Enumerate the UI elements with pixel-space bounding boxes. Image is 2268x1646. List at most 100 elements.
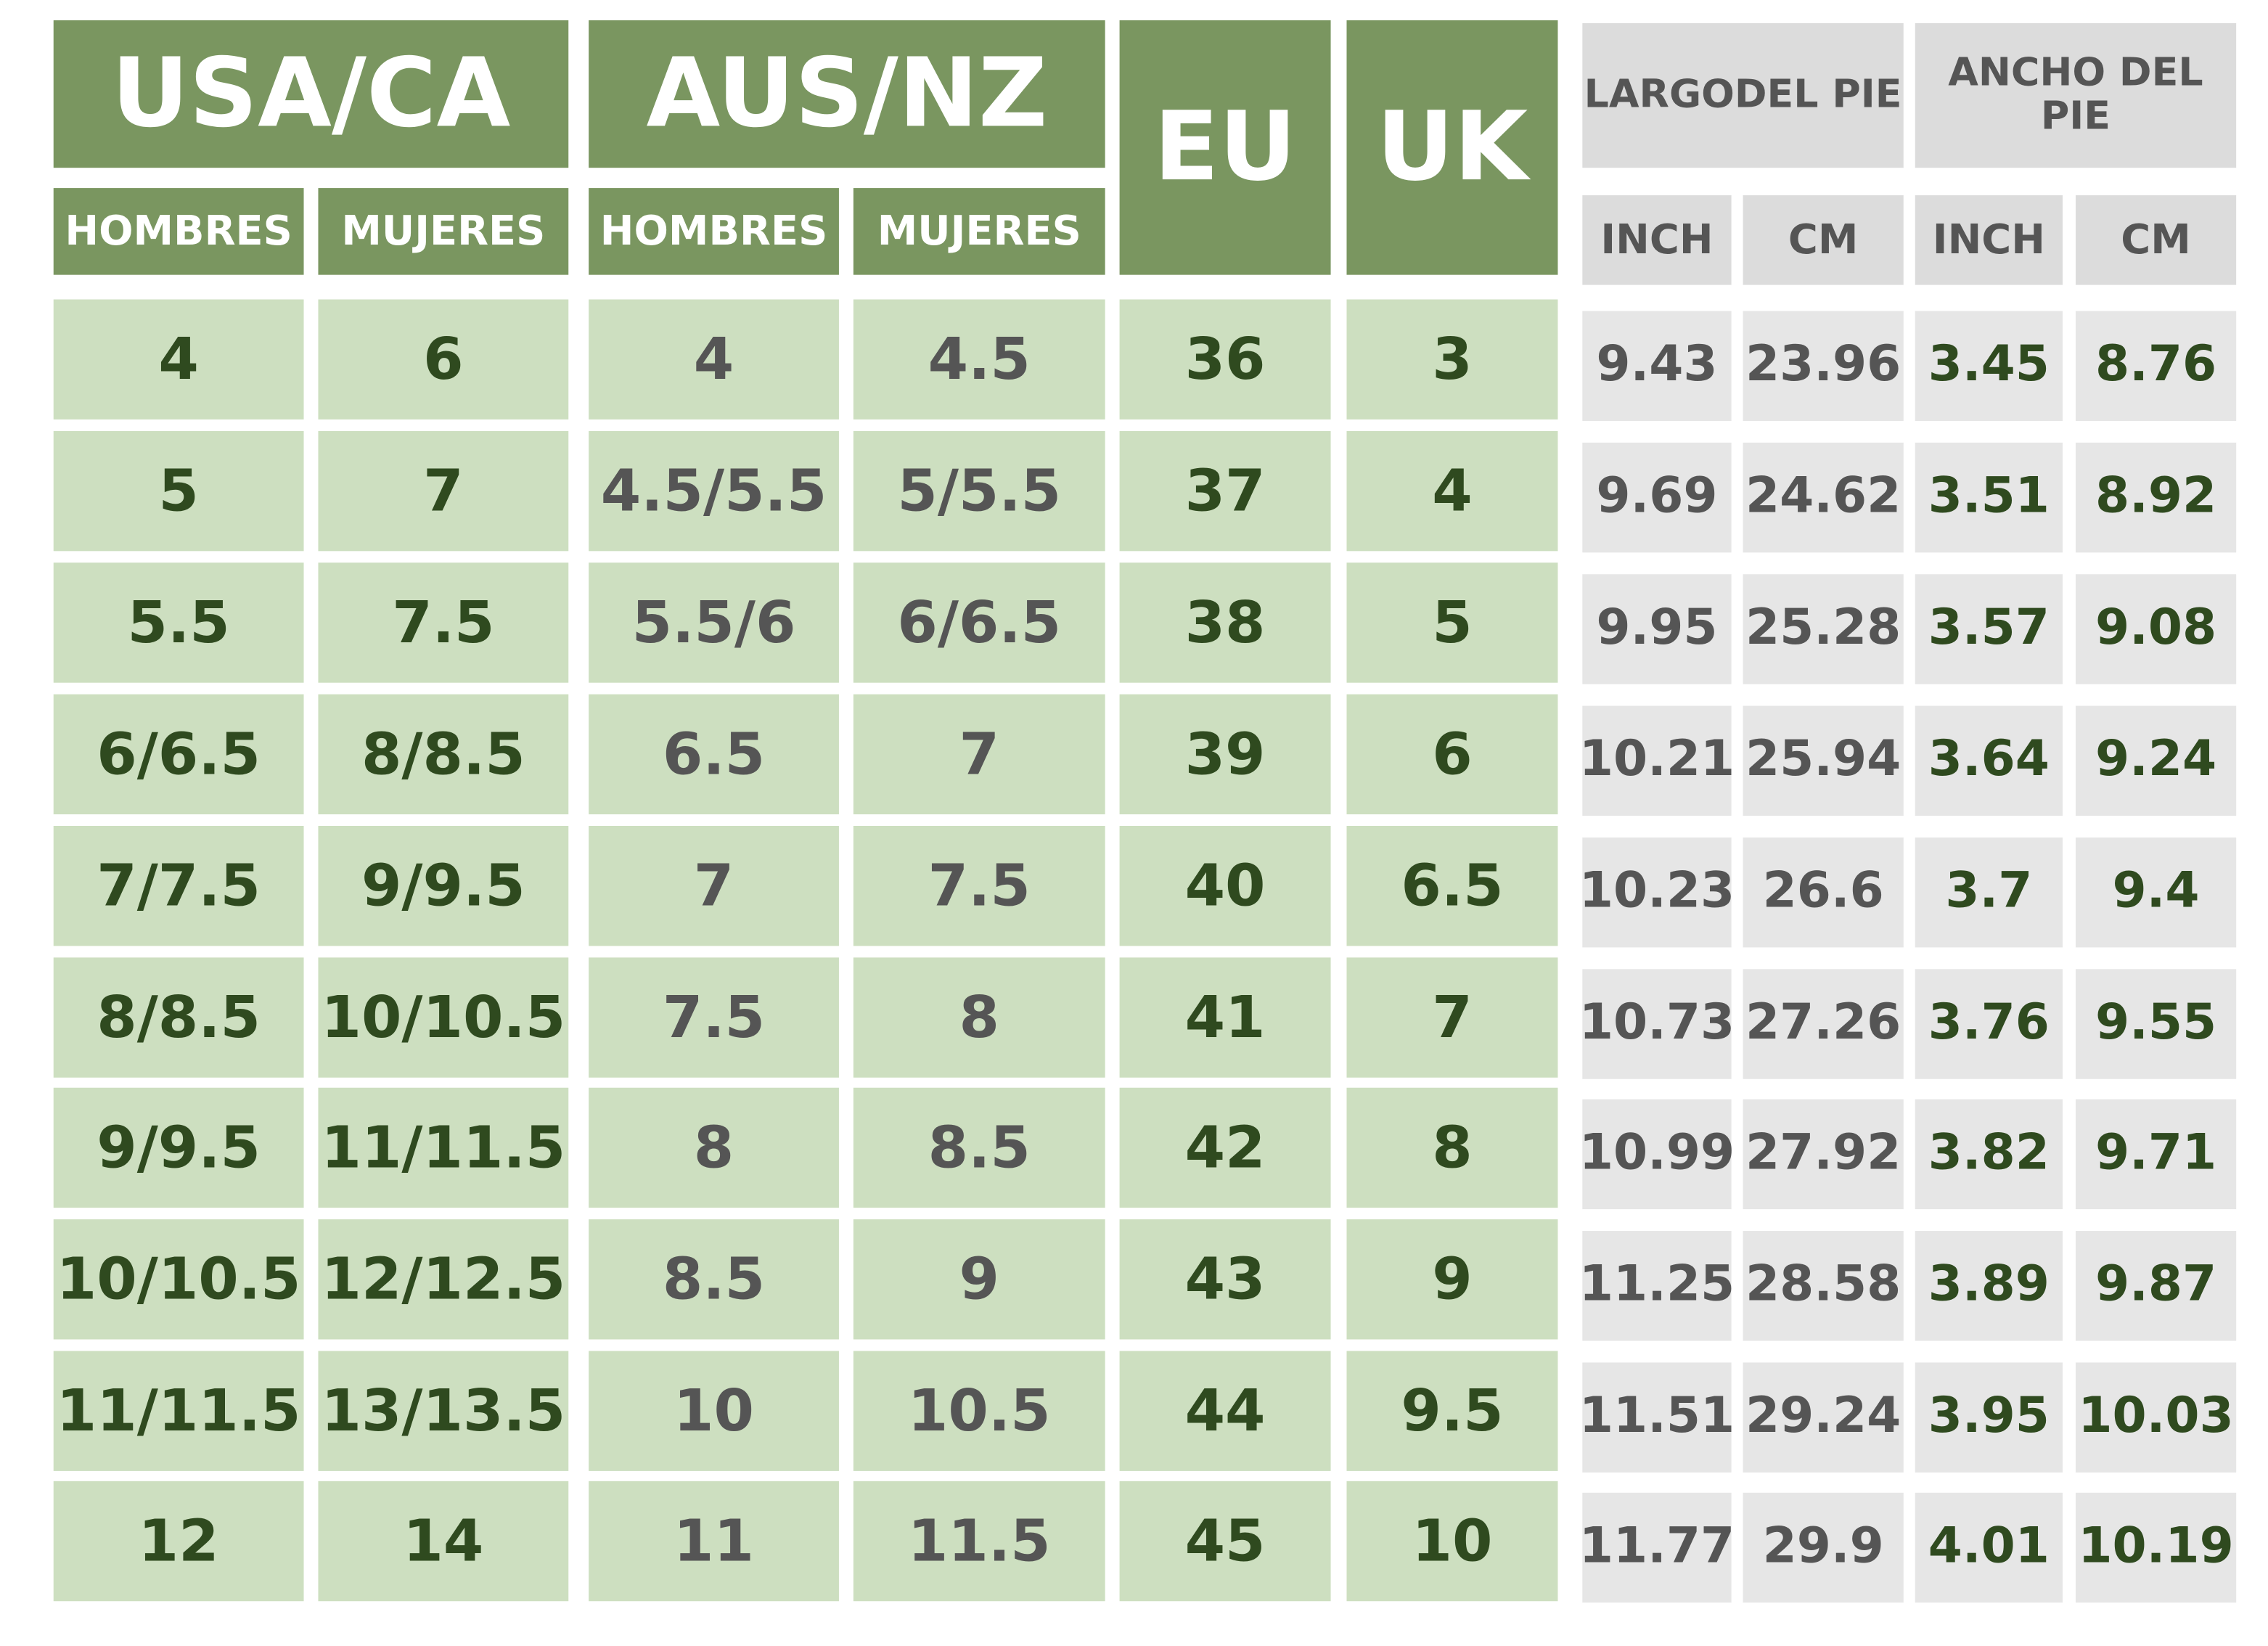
table-cell: 6.5 — [1346, 826, 1558, 946]
table-cell: 6/6.5 — [853, 562, 1105, 683]
column-header: CM — [2075, 195, 2237, 285]
table-cell: 42 — [1119, 1087, 1331, 1208]
table-cell: 8.92 — [2075, 442, 2237, 553]
table-cell: 5 — [1346, 562, 1558, 683]
table-cell: 9.71 — [2075, 1099, 2237, 1210]
table-cell: 9/9.5 — [318, 826, 569, 946]
table-cell: 37 — [1119, 430, 1331, 552]
table-cell: 25.28 — [1743, 574, 1904, 684]
table-cell: 7 — [589, 826, 839, 946]
table-cell: 10.73 — [1579, 969, 1735, 1079]
group-header: UK — [1346, 20, 1558, 275]
table-cell: 26.6 — [1743, 837, 1904, 948]
table-cell: 9 — [853, 1219, 1105, 1340]
table-cell: 3 — [1346, 299, 1558, 419]
table-cell: 6/6.5 — [53, 694, 304, 815]
table-cell: 11.5 — [853, 1481, 1105, 1602]
table-cell: 6.5 — [589, 694, 839, 815]
table-cell: 8.5 — [589, 1219, 839, 1340]
table-cell: 11.25 — [1579, 1231, 1735, 1341]
table-cell: 9/9.5 — [53, 1087, 304, 1208]
table-cell: 5/5.5 — [853, 430, 1105, 552]
table-cell: 36 — [1119, 299, 1331, 419]
table-cell: 40 — [1119, 826, 1331, 946]
table-cell: 14 — [318, 1481, 569, 1602]
table-cell: 7 — [853, 694, 1105, 815]
table-cell: 10.23 — [1579, 837, 1735, 948]
table-cell: 9 — [1346, 1219, 1558, 1340]
table-cell: 9.4 — [2075, 837, 2237, 948]
table-cell: 8.5 — [853, 1087, 1105, 1208]
table-cell: 10.03 — [2075, 1362, 2237, 1473]
group-header: USA/CA — [53, 20, 569, 168]
table-cell: 4.01 — [1915, 1492, 2063, 1603]
table-cell: 29.9 — [1743, 1492, 1904, 1603]
table-cell: 45 — [1119, 1481, 1331, 1602]
table-cell: 43 — [1119, 1219, 1331, 1340]
table-cell: 11.51 — [1579, 1362, 1735, 1473]
table-cell: 3.95 — [1915, 1362, 2063, 1473]
table-cell: 23.96 — [1743, 311, 1904, 421]
table-cell: 11/11.5 — [53, 1351, 304, 1471]
column-header: INCH — [1582, 195, 1732, 285]
table-cell: 8 — [589, 1087, 839, 1208]
table-cell: 4.5/5.5 — [589, 430, 839, 552]
table-cell: 10/10.5 — [318, 957, 569, 1078]
table-cell: 7.5 — [589, 957, 839, 1078]
table-cell: 44 — [1119, 1351, 1331, 1471]
table-cell: 28.58 — [1743, 1231, 1904, 1341]
table-cell: 7/7.5 — [53, 826, 304, 946]
table-cell: 3.51 — [1915, 442, 2063, 553]
column-header: CM — [1743, 195, 1904, 285]
table-cell: 4.5 — [853, 299, 1105, 419]
table-cell: 10 — [589, 1351, 839, 1471]
table-cell: 8.76 — [2075, 311, 2237, 421]
table-cell: 10.19 — [2075, 1492, 2237, 1603]
table-cell: 9.24 — [2075, 705, 2237, 816]
table-cell: 7.5 — [853, 826, 1105, 946]
table-cell: 8/8.5 — [318, 694, 569, 815]
table-cell: 29.24 — [1743, 1362, 1904, 1473]
group-header: LARGODEL PIE — [1582, 22, 1904, 168]
table-cell: 3.82 — [1915, 1099, 2063, 1210]
table-cell: 4 — [53, 299, 304, 419]
table-cell: 8 — [853, 957, 1105, 1078]
group-header: AUS/NZ — [589, 20, 1105, 168]
table-cell: 38 — [1119, 562, 1331, 683]
table-cell: 8 — [1346, 1087, 1558, 1208]
table-cell: 5.5/6 — [589, 562, 839, 683]
table-cell: 10.99 — [1579, 1099, 1735, 1210]
table-cell: 7 — [1346, 957, 1558, 1078]
table-cell: 5.5 — [53, 562, 304, 683]
table-cell: 9.43 — [1582, 311, 1732, 421]
group-header: ANCHO DEL PIE — [1915, 22, 2237, 168]
table-cell: 11.77 — [1579, 1492, 1735, 1603]
table-cell: 24.62 — [1743, 442, 1904, 553]
table-cell: 9.95 — [1582, 574, 1732, 684]
table-cell: 10.21 — [1579, 705, 1735, 816]
column-header: HOMBRES — [589, 188, 839, 275]
table-cell: 9.08 — [2075, 574, 2237, 684]
table-cell: 9.5 — [1346, 1351, 1558, 1471]
column-header: HOMBRES — [53, 188, 304, 275]
table-cell: 41 — [1119, 957, 1331, 1078]
table-cell: 11/11.5 — [318, 1087, 569, 1208]
table-cell: 9.87 — [2075, 1231, 2237, 1341]
table-cell: 9.69 — [1582, 442, 1732, 553]
table-cell: 25.94 — [1743, 705, 1904, 816]
table-cell: 12 — [53, 1481, 304, 1602]
table-cell: 27.26 — [1743, 969, 1904, 1079]
table-cell: 9.55 — [2075, 969, 2237, 1079]
table-cell: 3.7 — [1915, 837, 2063, 948]
table-cell: 10 — [1346, 1481, 1558, 1602]
table-cell: 10.5 — [853, 1351, 1105, 1471]
table-cell: 12/12.5 — [318, 1219, 569, 1340]
table-cell: 13/13.5 — [318, 1351, 569, 1471]
table-cell: 6 — [1346, 694, 1558, 815]
table-cell: 7.5 — [318, 562, 569, 683]
column-header: MUJERES — [853, 188, 1105, 275]
table-cell: 3.76 — [1915, 969, 2063, 1079]
column-header: MUJERES — [318, 188, 569, 275]
